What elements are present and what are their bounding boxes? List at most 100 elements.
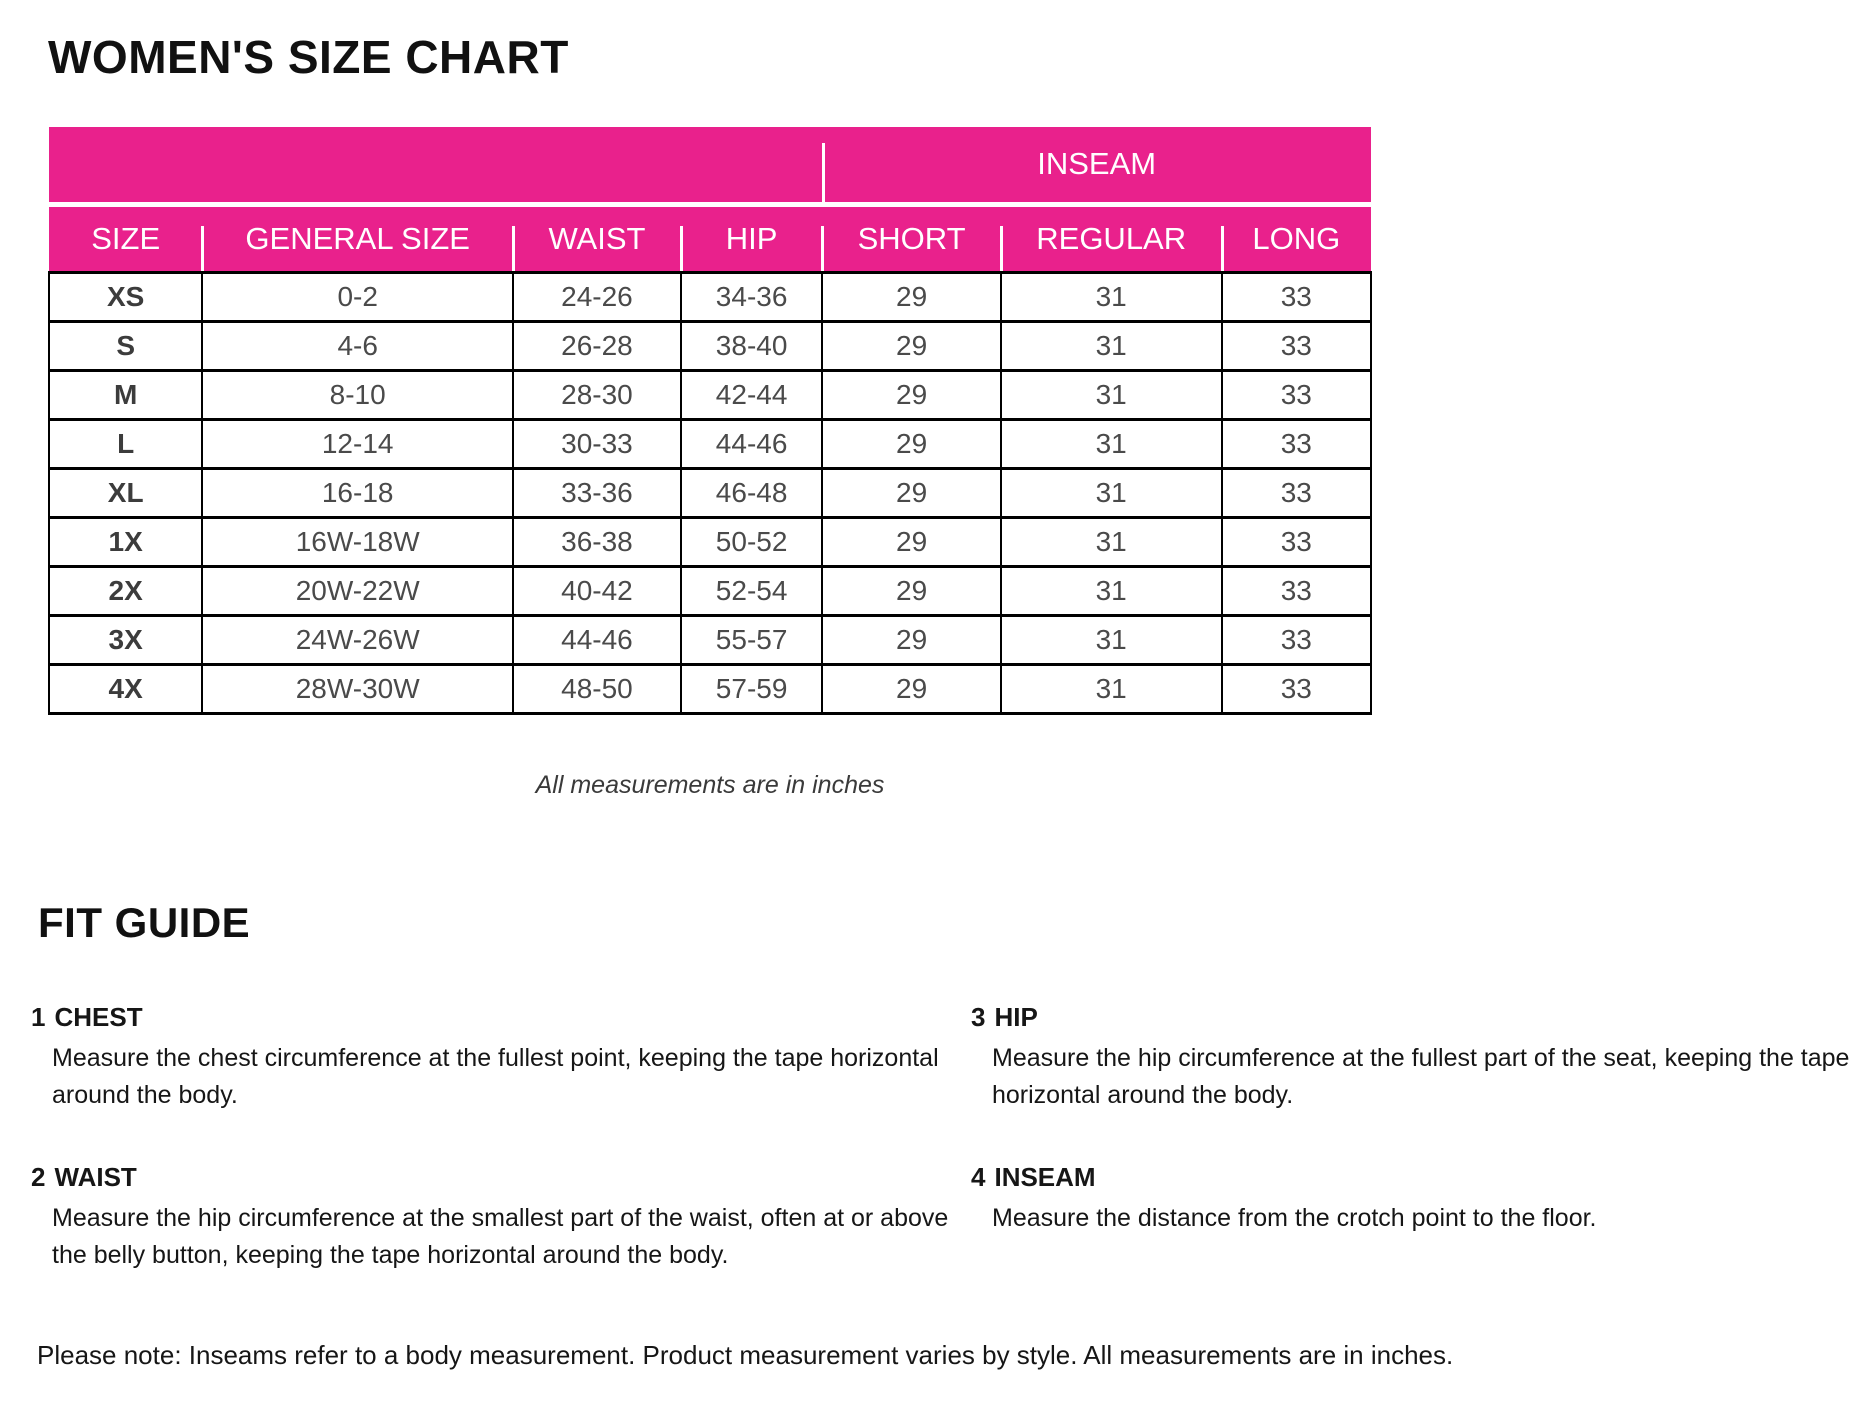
inseam-header-row: INSEAM [49,127,1371,207]
fit-guide: 1 CHEST Measure the chest circumference … [31,1001,1859,1274]
measurement-cell: 31 [999,319,1223,372]
fit-item-heading: 2 WAIST [31,1161,971,1193]
column-header-long: LONG [1220,204,1371,272]
fit-item-hip: 3 HIP Measure the hip circumference at t… [971,1001,1859,1114]
measurement-cell: 20W-22W [201,564,514,617]
page-title: WOMEN'S SIZE CHART [48,31,569,83]
measurement-cell: 29 [821,564,1002,617]
bottom-note: Please note: Inseams refer to a body mea… [37,1340,1454,1370]
measurement-cell: 44-46 [679,417,824,470]
measurement-cell: 29 [821,270,1002,323]
measurement-cell: 29 [821,466,1002,519]
measurement-cell: 29 [821,417,1002,470]
measurement-cell: 29 [821,368,1002,421]
measurement-cell: 36-38 [512,515,682,568]
measurement-cell: 28-30 [512,368,682,421]
measurement-cell: 33 [1220,515,1373,568]
fit-item-text: Measure the chest circumference at the f… [52,1044,939,1109]
size-cell: M [47,368,204,421]
column-header-waist: WAIST [512,204,681,272]
measurement-cell: 33 [1220,662,1373,715]
size-chart-table: INSEAM SIZE GENERAL SIZE WAIST HIP SHORT… [47,127,1373,715]
fit-item-inseam: 4 INSEAM Measure the distance from the c… [971,1161,1859,1274]
measurement-cell: 44-46 [512,613,682,666]
fit-item-text: Measure the distance from the crotch poi… [992,1204,1597,1232]
measurement-cell: 33 [1220,270,1373,323]
fit-item-number: 4 [971,1162,986,1192]
size-cell: 3X [47,613,204,666]
measurement-cell: 33 [1220,319,1373,372]
size-cell: 1X [47,515,204,568]
size-table-body: XS 0-2 24-26 34-36 29 31 33 S 4-6 26-28 38-40 29 31 3… [47,270,1373,715]
fit-item-chest: 1 CHEST Measure the chest circumference … [31,1001,971,1114]
column-header-general-size: GENERAL SIZE [201,204,513,272]
column-header-size: SIZE [49,204,203,272]
fit-item-label: HIP [994,1002,1038,1032]
size-cell: L [47,417,204,470]
size-cell: XL [47,466,204,519]
measurement-cell: 24W-26W [201,613,514,666]
measurement-cell: 4-6 [201,319,514,372]
fit-item-label: CHEST [54,1002,143,1032]
measurement-cell: 31 [999,466,1223,519]
fit-item-heading: 3 HIP [971,1001,1859,1033]
measurement-cell: 30-33 [512,417,682,470]
measurement-cell: 48-50 [512,662,682,715]
fit-item-number: 2 [31,1162,46,1192]
table-row: XL 16-18 33-36 46-48 29 31 33 [47,466,1373,519]
measurement-cell: 31 [999,564,1223,617]
measurement-cell: 31 [999,515,1223,568]
fit-item-text: Measure the hip circumference at the sma… [52,1204,949,1269]
fit-item-heading: 1 CHEST [31,1001,971,1033]
fit-item-text: Measure the hip circumference at the ful… [992,1044,1850,1109]
measurement-cell: 33 [1220,564,1373,617]
measurement-cell: 38-40 [679,319,824,372]
size-cell: 4X [47,662,204,715]
fit-item-heading: 4 INSEAM [971,1161,1859,1193]
table-row: L 12-14 30-33 44-46 29 31 33 [47,417,1373,470]
measurement-cell: 33 [1220,466,1373,519]
measurement-cell: 12-14 [201,417,514,470]
table-row: M 8-10 28-30 42-44 29 31 33 [47,368,1373,421]
measurement-cell: 31 [999,662,1223,715]
fit-item-label: WAIST [54,1162,137,1192]
size-cell: S [47,319,204,372]
fit-item-waist: 2 WAIST Measure the hip circumference at… [31,1161,971,1274]
table-caption: All measurements are in inches [535,771,885,799]
measurement-cell: 31 [999,613,1223,666]
fit-item-number: 1 [31,1002,46,1032]
measurement-cell: 31 [999,270,1223,323]
measurement-cell: 29 [821,613,1002,666]
measurement-cell: 24-26 [512,270,682,323]
size-cell: XS [47,270,204,323]
fit-guide-title: FIT GUIDE [38,899,251,946]
measurement-cell: 29 [821,515,1002,568]
table-row: 4X 28W-30W 48-50 57-59 29 31 33 [47,662,1373,715]
measurement-cell: 55-57 [679,613,824,666]
table-row: XS 0-2 24-26 34-36 29 31 33 [47,270,1373,323]
measurement-cell: 33 [1220,613,1373,666]
measurement-cell: 52-54 [679,564,824,617]
measurement-cell: 0-2 [201,270,514,323]
inseam-group-header: INSEAM [822,127,1371,207]
size-cell: 2X [47,564,204,617]
column-header-short: SHORT [821,204,1001,272]
table-row: 2X 20W-22W 40-42 52-54 29 31 33 [47,564,1373,617]
header-spacer [49,127,823,207]
measurement-cell: 8-10 [201,368,514,421]
measurement-cell: 46-48 [679,466,824,519]
measurement-cell: 33-36 [512,466,682,519]
column-header-regular: REGULAR [999,204,1222,272]
measurement-cell: 40-42 [512,564,682,617]
measurement-cell: 33 [1220,417,1373,470]
measurement-cell: 16-18 [201,466,514,519]
measurement-cell: 57-59 [679,662,824,715]
measurement-cell: 42-44 [679,368,824,421]
column-header-hip: HIP [679,204,823,272]
table-row: S 4-6 26-28 38-40 29 31 33 [47,319,1373,372]
measurement-cell: 33 [1220,368,1373,421]
measurement-cell: 29 [821,319,1002,372]
fit-item-label: INSEAM [994,1162,1096,1192]
column-header-row: SIZE GENERAL SIZE WAIST HIP SHORT REGULA… [49,204,1371,272]
fit-item-number: 3 [971,1002,986,1032]
